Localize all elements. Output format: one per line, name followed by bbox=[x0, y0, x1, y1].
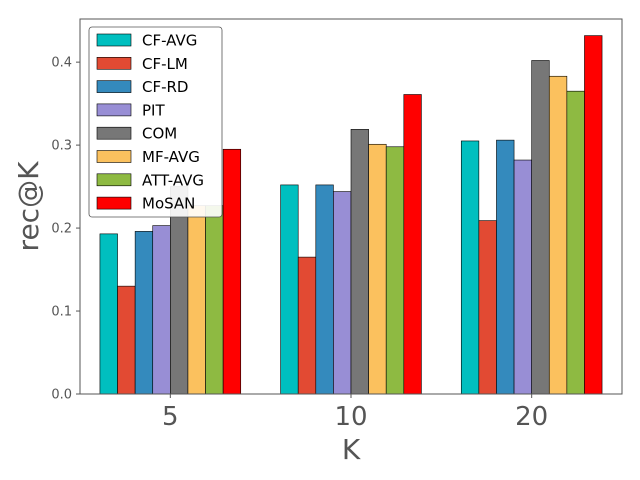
bar-cf-avg-k10 bbox=[280, 184, 299, 395]
y-tick-label: 0.2 bbox=[51, 222, 72, 237]
legend-label: ATT-AVG bbox=[142, 171, 204, 189]
legend-label: CF-RD bbox=[142, 78, 189, 96]
x-axis-label: K bbox=[342, 433, 361, 466]
bar-cf-rd-k20 bbox=[496, 139, 515, 395]
legend-swatch-cf-rd bbox=[96, 80, 132, 93]
bar-cf-rd-k10 bbox=[315, 184, 334, 395]
bar-pit-k10 bbox=[333, 191, 352, 395]
bar-cf-avg-k20 bbox=[460, 140, 480, 395]
y-axis: 0.0 0.1 0.2 0.3 0.4 bbox=[51, 56, 80, 403]
bar-cf-lm-k5 bbox=[117, 285, 136, 395]
legend-swatch-att-avg bbox=[96, 173, 132, 187]
x-axis: 5 10 20 bbox=[162, 394, 548, 432]
bar-pit-k20 bbox=[513, 159, 532, 395]
legend-swatch-mf-avg bbox=[96, 150, 132, 163]
bar-mf-avg-k5 bbox=[187, 205, 206, 395]
legend-box bbox=[88, 26, 223, 218]
bar-mf-avg-k10 bbox=[368, 143, 387, 395]
bar-com-k5 bbox=[170, 186, 189, 395]
legend-label: CF-LM bbox=[142, 55, 188, 73]
bar-att-avg-k5 bbox=[205, 205, 224, 395]
legend-swatch-com bbox=[96, 126, 132, 140]
bar-cf-lm-k20 bbox=[478, 220, 497, 395]
legend-label: MF-AVG bbox=[142, 148, 200, 166]
legend-swatch-cf-avg bbox=[96, 33, 132, 47]
y-tick-label: 0.0 bbox=[51, 388, 72, 403]
bar-com-k10 bbox=[350, 129, 369, 395]
legend-swatch-cf-lm bbox=[96, 56, 132, 70]
bar-mf-avg-k20 bbox=[548, 75, 568, 395]
bar-cf-avg-k5 bbox=[99, 233, 118, 395]
bar-att-avg-k20 bbox=[566, 90, 585, 395]
y-tick-label: 0.3 bbox=[51, 139, 72, 154]
y-axis-label: rec@K bbox=[12, 161, 45, 252]
legend-label: PIT bbox=[142, 101, 165, 119]
legend-swatch-mosan bbox=[96, 196, 132, 210]
legend-label: MoSAN bbox=[142, 195, 195, 213]
x-tick-label: 20 bbox=[515, 402, 548, 432]
legend-swatch-pit bbox=[96, 103, 132, 117]
x-tick-label: 5 bbox=[162, 402, 179, 432]
y-tick-label: 0.1 bbox=[51, 305, 72, 320]
legend-label: COM bbox=[142, 125, 177, 143]
bar-mosan-k10 bbox=[403, 94, 422, 395]
legend: CF-AVG CF-LM CF-RD PIT COM MF-AVG ATT-AVG MoSAN bbox=[88, 26, 223, 218]
bar-pit-k5 bbox=[152, 225, 171, 395]
y-tick-label: 0.4 bbox=[51, 56, 72, 71]
x-tick-label: 10 bbox=[334, 402, 367, 432]
bar-cf-lm-k10 bbox=[297, 256, 317, 395]
bar-mosan-k20 bbox=[584, 35, 603, 395]
bar-mosan-k5 bbox=[222, 148, 242, 395]
legend-label: CF-AVG bbox=[142, 32, 197, 50]
bar-com-k20 bbox=[531, 60, 550, 395]
bar-att-avg-k10 bbox=[385, 146, 405, 395]
bars-group bbox=[99, 35, 603, 395]
bar-cf-rd-k5 bbox=[134, 231, 154, 395]
